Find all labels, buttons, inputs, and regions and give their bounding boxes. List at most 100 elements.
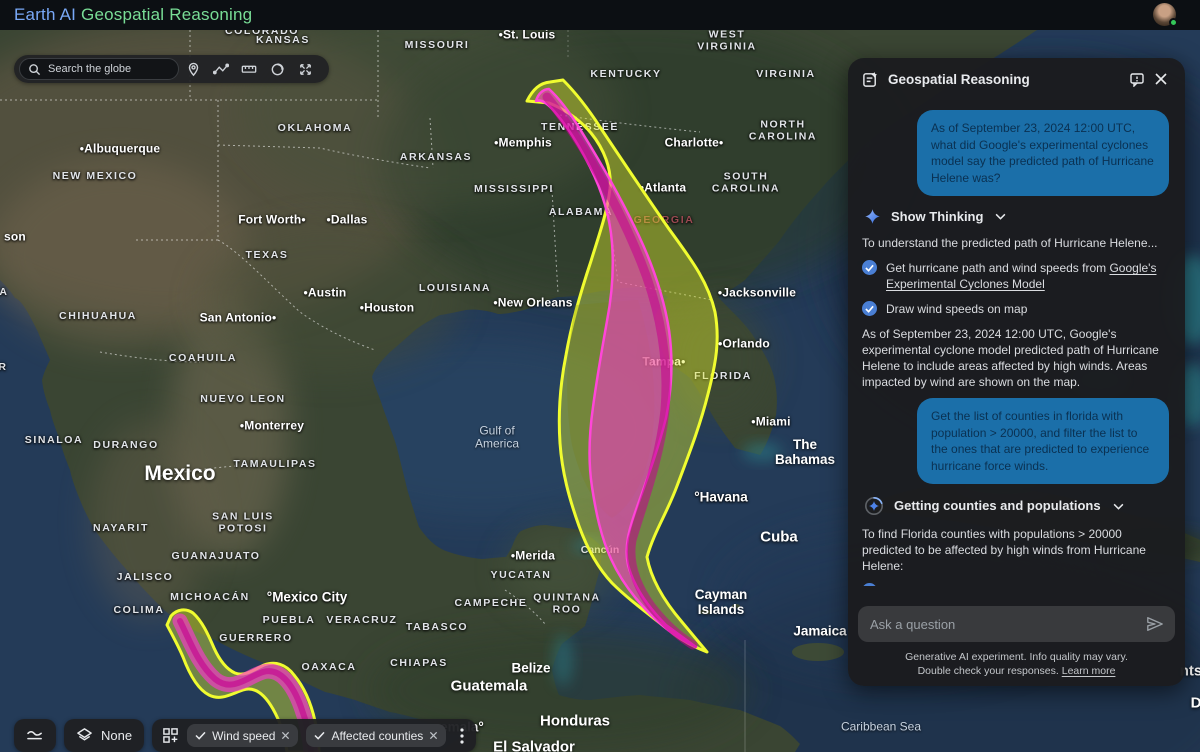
map-label: °Havana — [694, 489, 748, 505]
conversation-area: As of September 23, 2024 12:00 UTC, what… — [848, 98, 1185, 586]
map-label: NEW MEXICO — [52, 170, 138, 183]
status-label: Getting counties and populations — [894, 498, 1101, 513]
grid-add-icon[interactable] — [162, 727, 179, 744]
step-draw-wind-speeds: Draw wind speeds on map — [862, 301, 1169, 317]
chip-label: Wind speed — [212, 728, 276, 743]
close-panel-button[interactable] — [1149, 67, 1173, 91]
map-label: •Houston — [359, 300, 415, 315]
panel-title: Geospatial Reasoning — [888, 71, 1030, 87]
pan-mode-button[interactable] — [291, 58, 319, 80]
thinking-intro-text: To understand the predicted path of Hurr… — [862, 236, 1158, 250]
layers-icon — [77, 728, 92, 741]
map-label: •Merida — [510, 548, 556, 563]
step-text: Draw wind speeds on map — [886, 302, 1028, 316]
check-circle-icon — [862, 583, 877, 586]
search-input[interactable] — [46, 62, 166, 76]
map-label: SINALOA — [24, 434, 84, 447]
map-label: NUEVO LEON — [200, 393, 286, 406]
wind-band-magenta — [534, 87, 698, 649]
map-label: COLIMA — [113, 604, 165, 617]
chevron-down-icon — [1113, 503, 1123, 510]
status-toggle[interactable]: Getting counties and populations — [864, 496, 1169, 516]
map-label: •Albuquerque — [79, 141, 161, 156]
map-label: •Memphis — [494, 135, 552, 150]
disclaimer-line-1: Generative AI experiment. Info quality m… — [905, 651, 1128, 663]
map-label: VIRGINIA — [756, 68, 816, 81]
wind-cone-outer — [525, 78, 719, 654]
reset-view-button[interactable] — [263, 58, 291, 80]
step-text: Get hurricane path and wind speeds from … — [886, 261, 1157, 291]
app-title-earth-ai: Earth AI — [14, 5, 82, 24]
show-thinking-toggle[interactable]: Show Thinking — [864, 208, 1169, 225]
map-label: SAN LUIS POTOSI — [212, 510, 274, 534]
map-search-toolbar — [14, 55, 329, 83]
map-label: NAYARIT — [93, 522, 149, 535]
ruler-icon — [241, 65, 257, 73]
progress-spinner-icon — [865, 496, 883, 515]
map-label: PUEBLA — [262, 614, 316, 627]
map-label: •Atlanta — [639, 180, 687, 195]
chip-affected-counties[interactable]: Affected counties — [306, 724, 447, 747]
map-label: Cayman Islands — [694, 586, 748, 617]
map-label: D — [1190, 694, 1200, 712]
map-label: CHIHUAHUA — [59, 310, 137, 323]
search-icon — [29, 63, 41, 75]
chip-wind-speed[interactable]: Wind speed — [187, 724, 299, 747]
map-label: Honduras — [539, 712, 611, 730]
basemap-layers-button[interactable]: None — [64, 719, 145, 752]
geospatial-reasoning-panel: Geospatial Reasoning As of September 23,… — [848, 58, 1185, 686]
map-label: OAXACA — [301, 661, 357, 674]
more-options-button[interactable] — [454, 727, 470, 744]
map-label: Guatemala — [450, 677, 528, 695]
feedback-button[interactable] — [1125, 67, 1149, 91]
map-label: •New Orleans — [493, 295, 573, 310]
map-label: Cancún — [580, 544, 620, 557]
elevation-profile-button[interactable] — [14, 719, 56, 752]
map-bottom-toolbar: None Wind speed Affected counties — [14, 719, 477, 752]
search-input-container[interactable] — [19, 58, 179, 80]
learn-more-link[interactable]: Learn more — [1061, 665, 1116, 677]
drop-pin-button[interactable] — [179, 58, 207, 80]
rotate-globe-icon — [271, 62, 284, 75]
app-title-geospatial: Geospatial Reasoning — [81, 5, 253, 24]
map-label: Gulf of America — [474, 423, 520, 451]
chip-remove-icon[interactable] — [429, 731, 438, 740]
map-label: son — [4, 229, 26, 244]
map-label: Jamaica — [793, 623, 847, 639]
map-label: DURANGO — [93, 439, 159, 452]
layer-chips-toolbar: Wind speed Affected counties — [152, 719, 477, 752]
panel-header: Geospatial Reasoning — [848, 58, 1185, 94]
sparkle-icon — [865, 209, 880, 224]
map-label: San Antonio• — [199, 310, 277, 325]
map-label: •St. Louis — [498, 27, 556, 42]
map-label: Caribbean Sea — [840, 719, 922, 734]
chips-container: Wind speed Affected counties — [187, 724, 447, 747]
user-avatar[interactable] — [1153, 3, 1178, 27]
step-get-hurricane-path: Get hurricane path and wind speeds from … — [862, 260, 1169, 292]
chevron-down-icon — [996, 213, 1006, 220]
map-label: ARKANSAS — [399, 151, 473, 164]
question-input-placeholder: Ask a question — [870, 616, 956, 632]
check-circle-icon — [862, 260, 877, 275]
map-label: GUERRERO — [219, 632, 293, 645]
draw-path-button[interactable] — [207, 58, 235, 80]
chip-remove-icon[interactable] — [281, 731, 290, 740]
map-label: LOUISIANA — [418, 282, 492, 295]
move-arrows-icon — [299, 63, 311, 75]
map-label: NORTH CAROLINA — [748, 118, 818, 142]
question-input[interactable]: Ask a question — [858, 606, 1175, 642]
send-icon[interactable] — [1145, 615, 1165, 633]
map-label: •Dallas — [326, 212, 368, 227]
user-message-1: As of September 23, 2024 12:00 UTC, what… — [917, 110, 1169, 196]
check-icon — [314, 731, 326, 740]
measure-button[interactable] — [235, 58, 263, 80]
map-label: MICHOACÁN — [170, 591, 250, 604]
top-app-bar: Earth AI Geospatial Reasoning — [0, 0, 1200, 30]
map-label: •Monterrey — [239, 418, 305, 433]
map-label: CHIAPAS — [390, 657, 448, 670]
map-label: MISSISSIPPI — [473, 183, 555, 196]
map-label: COAHUILA — [168, 352, 238, 365]
check-circle-icon — [862, 301, 877, 316]
layers-value: None — [101, 728, 133, 743]
